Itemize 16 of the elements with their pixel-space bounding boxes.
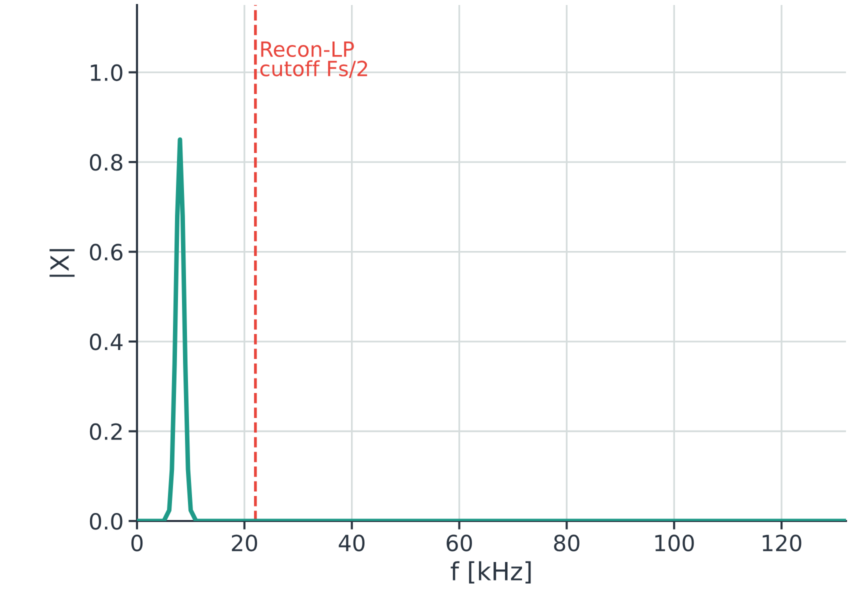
y-tick-label: 0.8 bbox=[90, 154, 122, 171]
x-tick-label: 80 bbox=[554, 534, 580, 552]
x-tick-label: 120 bbox=[762, 534, 802, 552]
x-tick-label: 20 bbox=[232, 534, 258, 552]
y-tick-label: 1.0 bbox=[90, 64, 122, 82]
y-tick-label: 0.0 bbox=[90, 512, 122, 530]
x-tick-label: 40 bbox=[338, 534, 365, 552]
y-tick-label: 0.2 bbox=[90, 423, 122, 440]
x-tick-label: 60 bbox=[446, 534, 472, 552]
y-axis-title: |X| bbox=[50, 249, 75, 277]
x-tick-label: 100 bbox=[655, 534, 694, 552]
ref-line-label: Recon-LP cutoff Fs/2 bbox=[260, 42, 368, 78]
x-tick-label: 0 bbox=[131, 534, 143, 552]
y-tick-label: 0.4 bbox=[90, 333, 123, 350]
x-axis-title: f [kHz] bbox=[450, 561, 531, 584]
y-tick-label: 0.6 bbox=[90, 244, 122, 261]
